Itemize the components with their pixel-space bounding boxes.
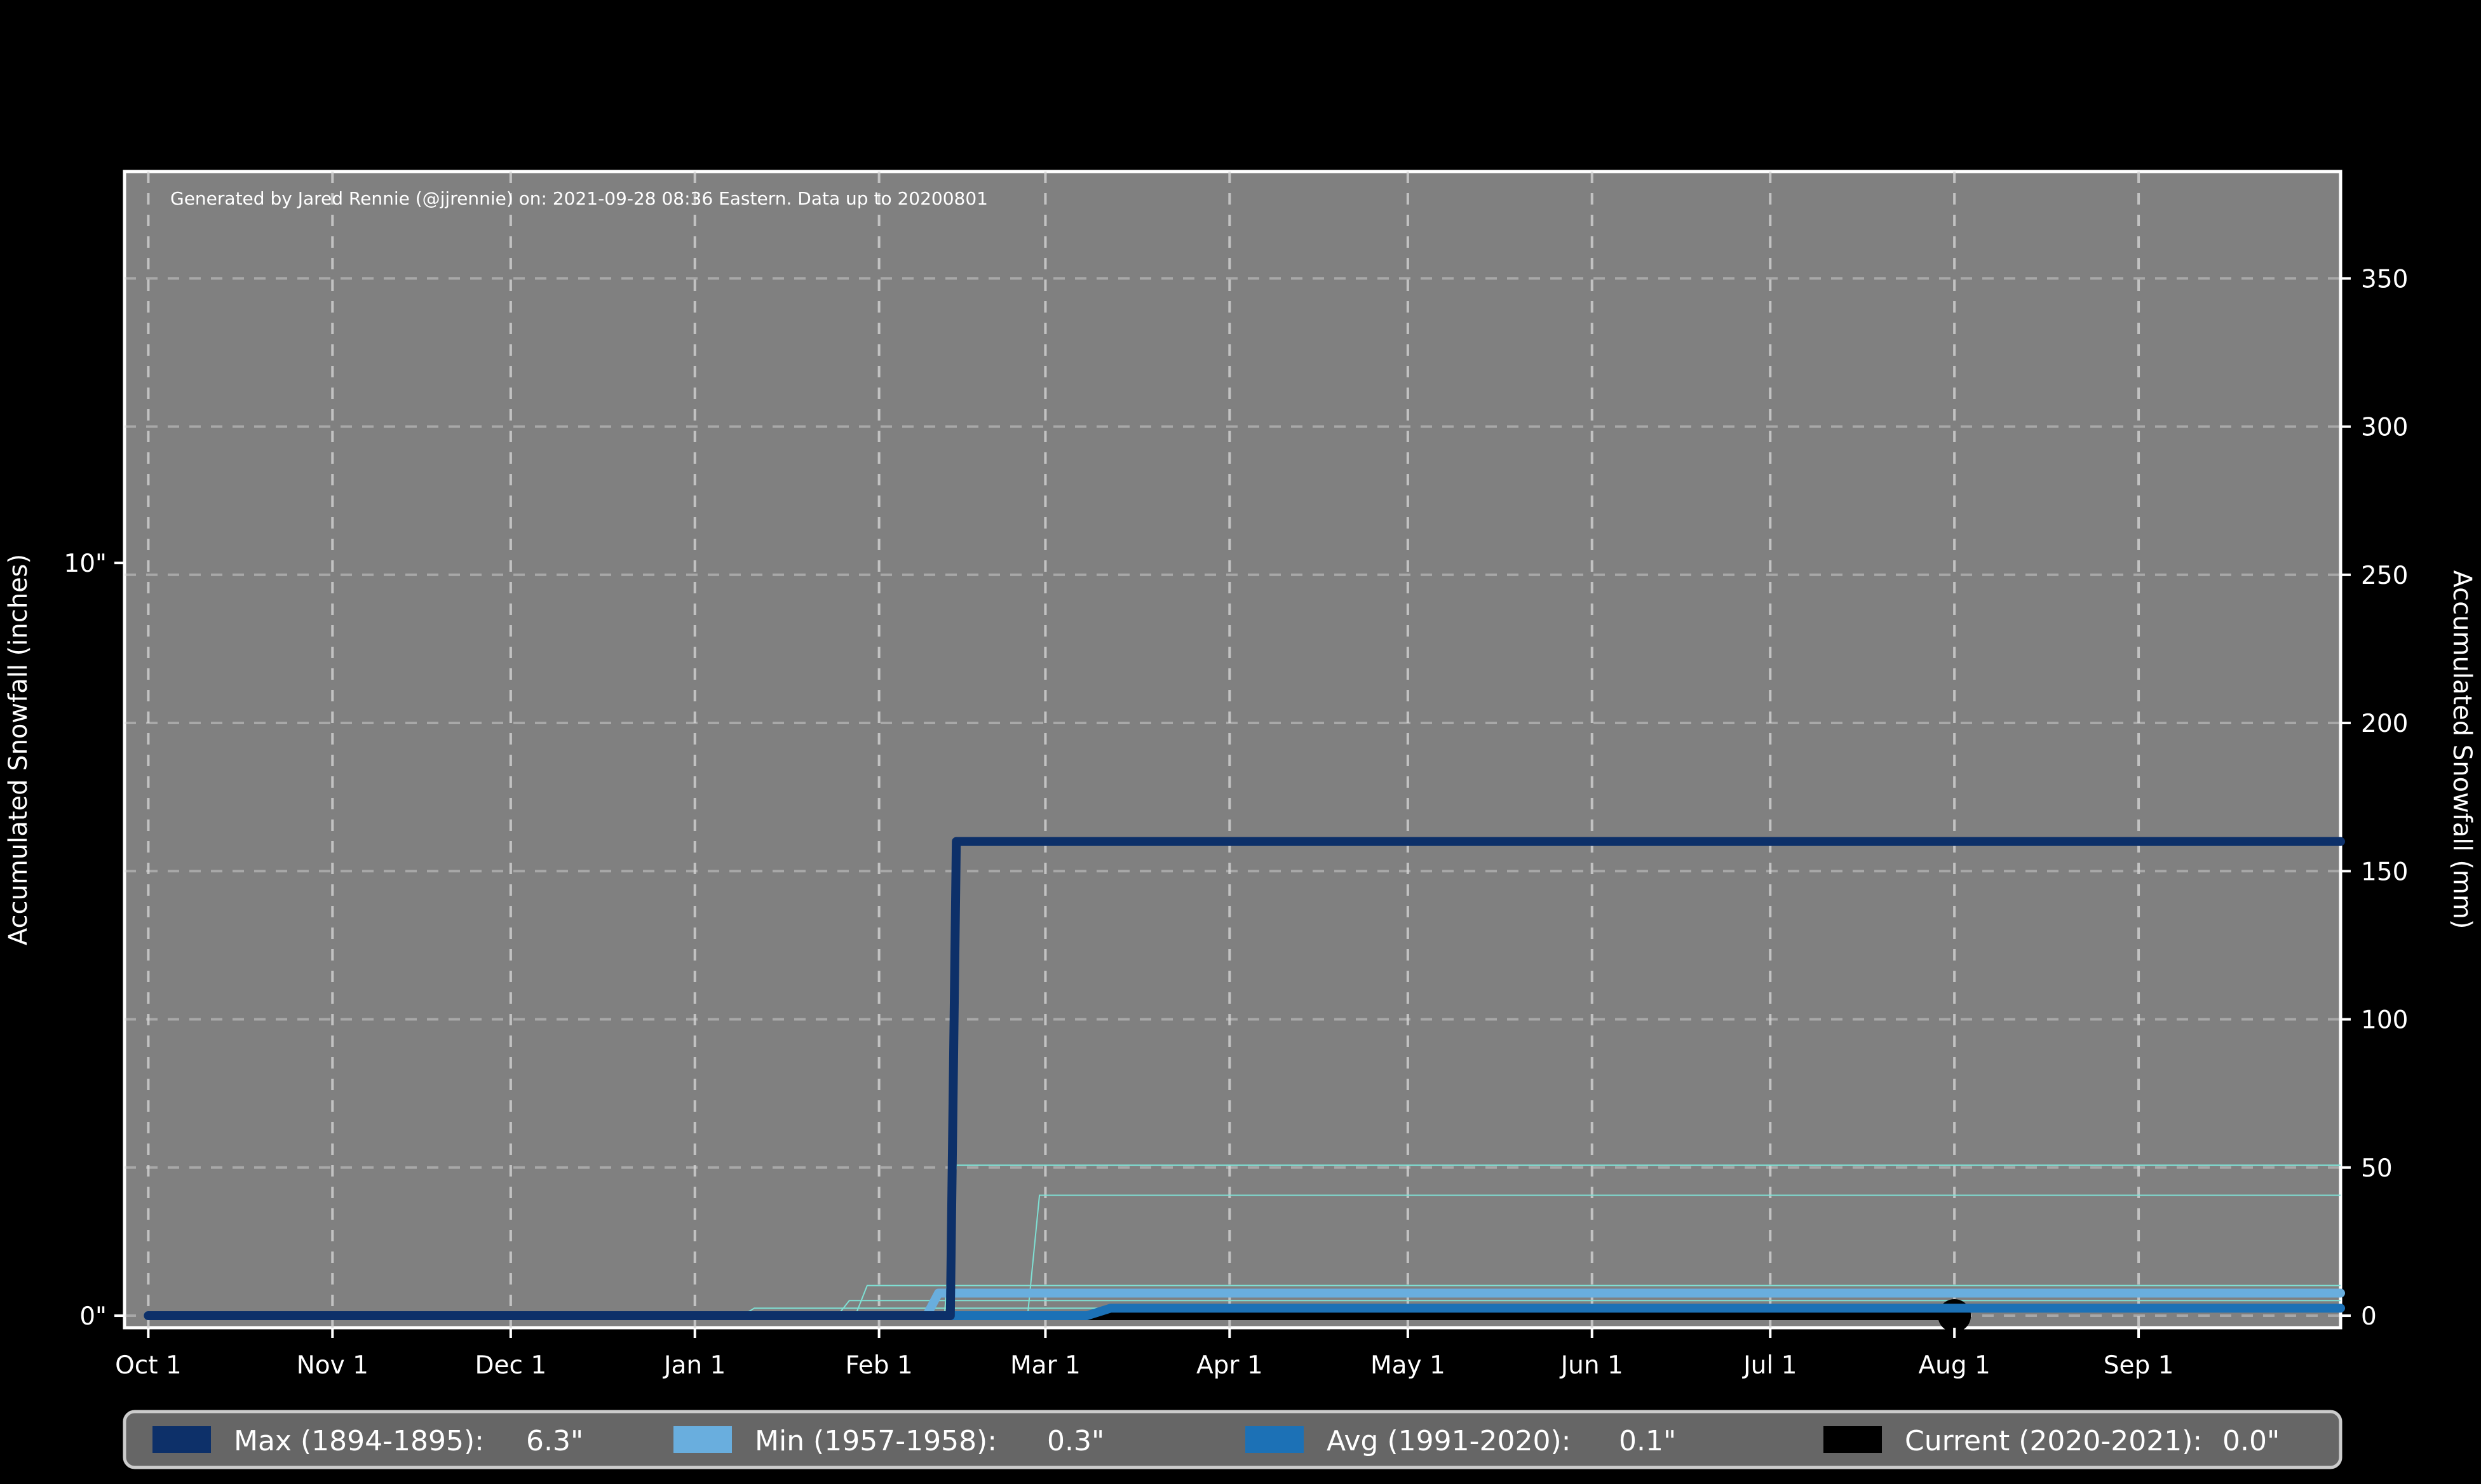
y-axis-left-ticks: 0" 10" xyxy=(64,550,125,1331)
y-right-tick-label-3: 150 xyxy=(2361,858,2408,886)
legend-swatch-0 xyxy=(152,1426,211,1453)
x-tick-label-1: Nov 1 xyxy=(297,1351,368,1380)
x-axis-ticks: Oct 1 Nov 1 Dec 1 Jan 1 Feb 1 Mar 1 Apr 1 May 1… xyxy=(115,1328,2173,1380)
y-gridlines xyxy=(125,277,2341,1318)
plot-area-background xyxy=(123,170,2342,1330)
x-tick-label-0: Oct 1 xyxy=(115,1351,182,1380)
x-tick-label-11: Sep 1 xyxy=(2104,1351,2174,1380)
x-tick-label-6: Apr 1 xyxy=(1196,1351,1263,1380)
legend-value-0: 6.3" xyxy=(526,1425,583,1457)
x-tick-label-3: Jan 1 xyxy=(662,1351,726,1380)
y-axis-left-title: Accumulated Snowfall (inches) xyxy=(4,554,33,945)
chart-legend[interactable]: Max (1894-1895): 6.3" Min (1957-1958): 0.3"… xyxy=(123,1410,2342,1469)
y-right-tick-label-7: 350 xyxy=(2361,265,2408,293)
legend-label-1: Min (1957-1958): xyxy=(755,1425,997,1457)
y-right-tick-label-5: 250 xyxy=(2361,562,2408,590)
legend-label-0: Max (1894-1895): xyxy=(234,1425,484,1457)
y-right-tick-label-4: 200 xyxy=(2361,710,2408,738)
legend-background xyxy=(123,1410,2342,1469)
legend-value-3: 0.0" xyxy=(2222,1425,2280,1457)
x-tick-label-2: Dec 1 xyxy=(475,1351,546,1380)
x-tick-label-7: May 1 xyxy=(1370,1351,1445,1380)
legend-value-2: 0.1" xyxy=(1619,1425,1676,1457)
x-tick-label-9: Jul 1 xyxy=(1741,1351,1797,1380)
y-right-tick-label-1: 50 xyxy=(2361,1154,2393,1183)
legend-label-2: Avg (1991-2020): xyxy=(1327,1425,1571,1457)
legend-swatch-3 xyxy=(1823,1426,1882,1453)
y-right-tick-label-0: 0 xyxy=(2361,1302,2377,1331)
y-left-tick-label-1: 10" xyxy=(64,550,107,578)
y-left-tick-label-0: 0" xyxy=(79,1302,107,1331)
y-axis-right-ticks: 0 50 100 150 200 250 300 350 xyxy=(2341,265,2408,1331)
legend-value-1: 0.3" xyxy=(1047,1425,1104,1457)
credit-annotation: Generated by Jared Rennie (@jjrennie) on… xyxy=(170,188,988,209)
x-tick-label-5: Mar 1 xyxy=(1010,1351,1081,1380)
data-series-group xyxy=(144,837,2345,1333)
y-axis-right-title: Accumulated Snowfall (mm) xyxy=(2447,570,2477,929)
legend-label-3: Current (2020-2021): xyxy=(1905,1425,2202,1457)
series-line-max xyxy=(144,837,2345,1320)
x-tick-label-8: Jun 1 xyxy=(1559,1351,1623,1380)
x-tick-label-4: Feb 1 xyxy=(845,1351,912,1380)
legend-swatch-1 xyxy=(673,1426,732,1453)
y-right-tick-label-6: 300 xyxy=(2361,414,2408,442)
x-tick-label-10: Aug 1 xyxy=(1918,1351,1990,1380)
y-right-tick-label-2: 100 xyxy=(2361,1006,2408,1035)
legend-swatch-2 xyxy=(1245,1426,1304,1453)
